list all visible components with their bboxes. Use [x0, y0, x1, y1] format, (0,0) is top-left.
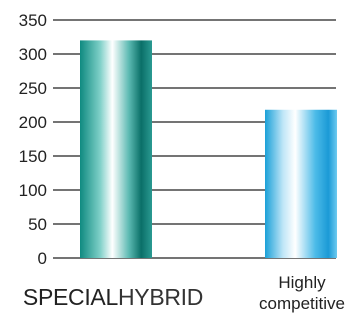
category-label-part-special: SPECIAL: [22, 284, 118, 310]
bar-1: [265, 109, 337, 258]
category-label-highly-competitive: Highly competitive: [251, 272, 353, 314]
category-label-specialhybrid: SPECIALHYBRID: [8, 284, 218, 311]
y-tick-label-250: 250: [19, 79, 47, 98]
y-tick-label-50: 50: [28, 215, 47, 234]
y-tick-label-100: 100: [19, 181, 47, 200]
y-tick-label-200: 200: [19, 113, 47, 132]
category-label-part-hybrid: HYBRID: [117, 284, 204, 310]
y-tick-label-350: 350: [19, 11, 47, 30]
y-tick-label-300: 300: [19, 45, 47, 64]
category-label-line-2: competitive: [259, 294, 345, 313]
y-tick-label-150: 150: [19, 147, 47, 166]
bar-0: [80, 40, 152, 259]
y-tick-label-0: 0: [38, 249, 47, 268]
category-label-line-1: Highly: [278, 273, 326, 292]
